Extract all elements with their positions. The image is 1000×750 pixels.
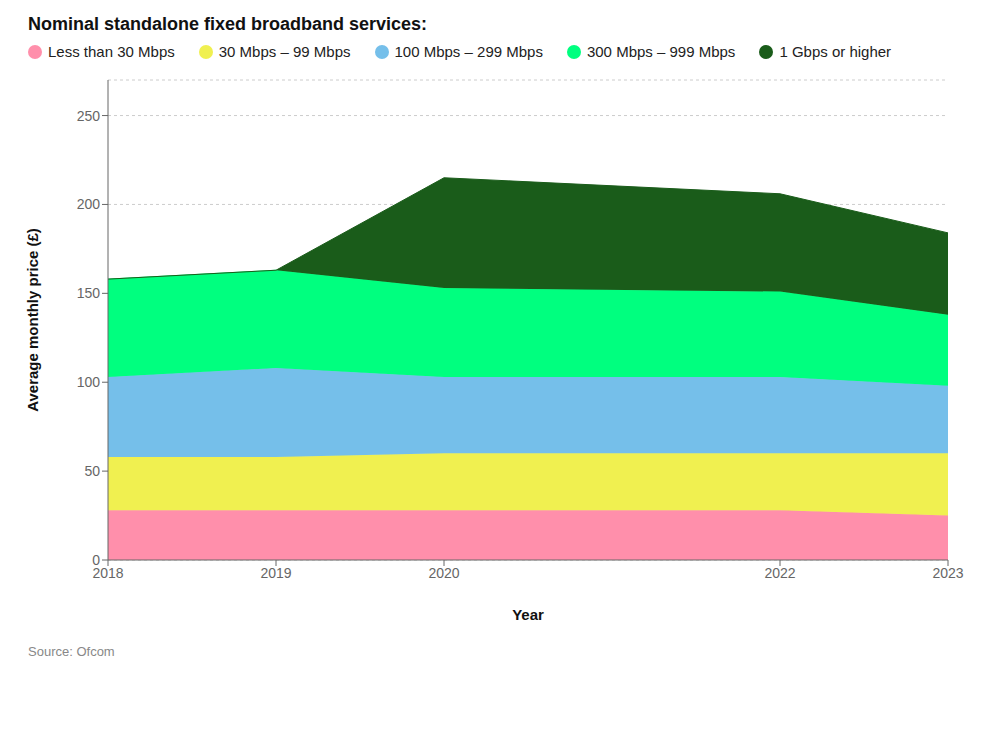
html-text:Less than 30 Mbps: Less than 30 Mbps xyxy=(48,43,175,60)
html-text:1 Gbps or higher: 1 Gbps or higher xyxy=(779,43,892,60)
svg-text:2019: 2019 xyxy=(260,565,291,581)
svg-text:2023: 2023 xyxy=(932,565,963,581)
svg-text:2022: 2022 xyxy=(764,565,795,581)
svg-text:50: 50 xyxy=(84,463,100,479)
svg-text:150: 150 xyxy=(77,285,101,301)
svg-text:Year: Year xyxy=(512,606,544,623)
html-text:30 Mbps – 99 Mbps: 30 Mbps – 99 Mbps xyxy=(218,43,351,60)
svg-text:100: 100 xyxy=(77,374,101,390)
svg-text:200: 200 xyxy=(77,196,101,212)
html-text:100 Mbps – 299 Mbps: 100 Mbps – 299 Mbps xyxy=(394,43,543,60)
html-text:Source: Ofcom: Source: Ofcom xyxy=(28,644,115,659)
html-text:Nominal standalone fixed broad: Nominal standalone fixed broadband servi… xyxy=(28,14,428,34)
svg-text:Average monthly price (£): Average monthly price (£) xyxy=(24,228,41,412)
svg-text:250: 250 xyxy=(77,108,101,124)
svg-text:2018: 2018 xyxy=(92,564,124,581)
html-text:300 Mbps – 999 Mbps: 300 Mbps – 999 Mbps xyxy=(586,43,736,60)
svg-text:2020: 2020 xyxy=(428,565,459,581)
svg-text:0: 0 xyxy=(92,552,100,568)
